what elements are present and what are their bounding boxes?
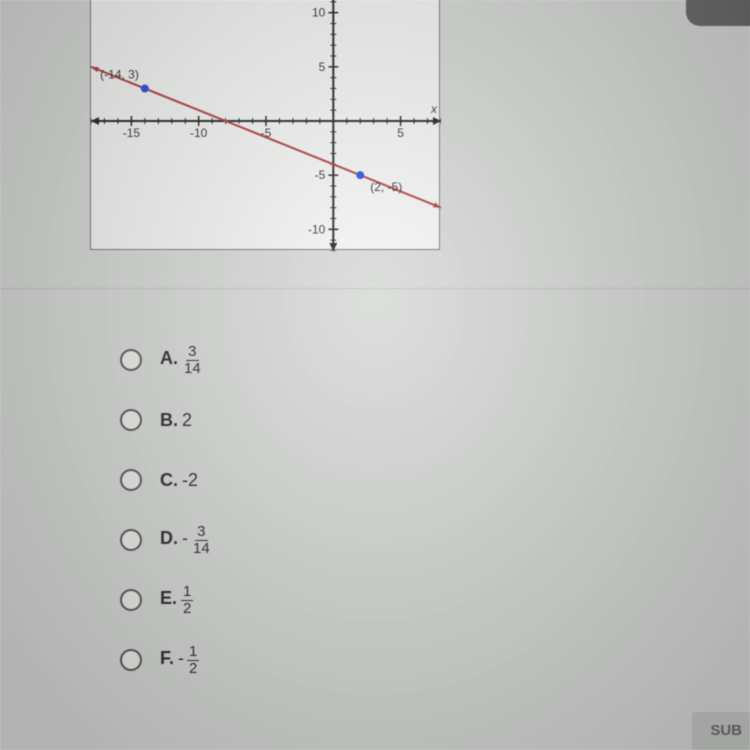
fraction: 12 xyxy=(181,584,193,617)
fraction-denominator: 2 xyxy=(181,601,193,617)
partial-ui-corner xyxy=(686,0,750,26)
answer-choice[interactable]: A.314 xyxy=(120,330,520,390)
choice-letter: E. xyxy=(160,588,177,608)
answer-choice[interactable]: B.2 xyxy=(120,390,520,450)
submit-label: SUB xyxy=(710,722,742,739)
answer-choices: A.314B.2C.-2D.-314E.12F.-12 xyxy=(120,330,520,690)
choice-letter: C. xyxy=(160,470,178,490)
choice-value: 2 xyxy=(182,410,192,430)
svg-text:5: 5 xyxy=(397,126,404,140)
answer-choice[interactable]: E.12 xyxy=(120,570,520,630)
fraction: 12 xyxy=(187,644,199,677)
negative-sign: - xyxy=(182,528,188,548)
radio-icon[interactable] xyxy=(120,589,142,611)
choice-label: F.-12 xyxy=(160,644,199,677)
svg-text:-15: -15 xyxy=(123,126,141,140)
fraction-denominator: 14 xyxy=(191,541,212,557)
choice-value: -2 xyxy=(182,470,198,490)
choice-letter: A. xyxy=(160,348,178,368)
radio-icon[interactable] xyxy=(120,349,142,371)
choice-label: D.-314 xyxy=(160,524,212,557)
section-divider xyxy=(0,288,750,289)
svg-text:-10: -10 xyxy=(308,222,326,236)
choice-letter: F. xyxy=(160,648,174,668)
fraction-denominator: 2 xyxy=(187,661,199,677)
submit-button-partial[interactable]: SUB xyxy=(692,712,750,750)
choice-label: E.12 xyxy=(160,584,193,617)
choice-letter: D. xyxy=(160,528,178,548)
fraction-denominator: 14 xyxy=(182,361,203,377)
fraction-numerator: 1 xyxy=(187,644,199,661)
svg-text:5: 5 xyxy=(319,60,326,74)
radio-icon[interactable] xyxy=(120,469,142,491)
choice-label: A.314 xyxy=(160,344,203,377)
choice-label: C.-2 xyxy=(160,470,198,491)
radio-icon[interactable] xyxy=(120,529,142,551)
radio-icon[interactable] xyxy=(120,409,142,431)
svg-text:-10: -10 xyxy=(190,126,208,140)
answer-choice[interactable]: C.-2 xyxy=(120,450,520,510)
svg-text:x: x xyxy=(430,102,438,116)
fraction-numerator: 3 xyxy=(186,344,198,361)
choice-label: B.2 xyxy=(160,410,192,431)
fraction-numerator: 3 xyxy=(195,524,207,541)
svg-text:(-14, 3): (-14, 3) xyxy=(100,68,139,82)
choice-letter: B. xyxy=(160,410,178,430)
answer-choice[interactable]: F.-12 xyxy=(120,630,520,690)
svg-text:-5: -5 xyxy=(315,168,326,182)
fraction-numerator: 1 xyxy=(181,584,193,601)
radio-icon[interactable] xyxy=(120,649,142,671)
svg-text:10: 10 xyxy=(312,6,326,20)
fraction: 314 xyxy=(191,524,212,557)
coordinate-graph: -15-10-55-10-5510x(-14, 3)(2, -5) xyxy=(90,0,440,250)
answer-choice[interactable]: D.-314 xyxy=(120,510,520,570)
fraction: 314 xyxy=(182,344,203,377)
svg-text:(2, -5): (2, -5) xyxy=(370,180,402,194)
negative-sign: - xyxy=(178,648,184,668)
